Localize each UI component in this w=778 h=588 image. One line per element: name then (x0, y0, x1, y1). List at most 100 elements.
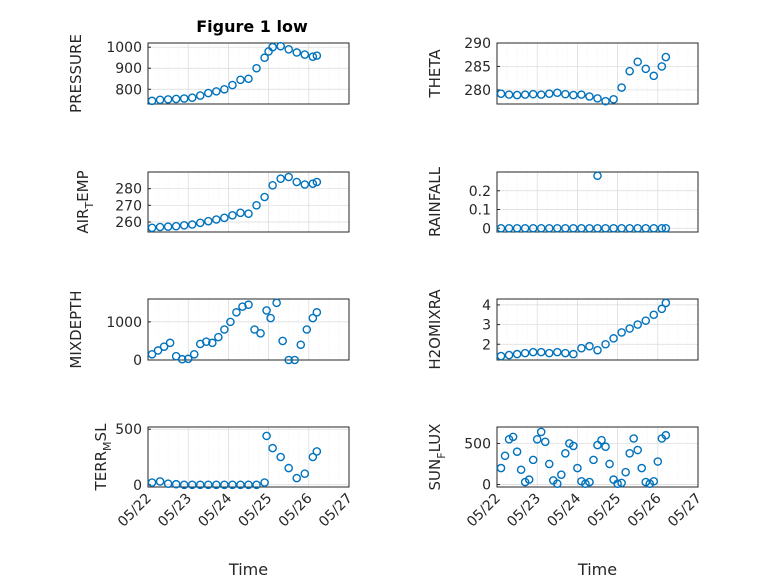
axes-border (147, 171, 350, 233)
data-point (601, 339, 610, 349)
data-point (268, 181, 277, 190)
axes-border (147, 298, 350, 361)
data-point (220, 84, 229, 94)
data-point (520, 223, 530, 233)
y-tick-label: 800 (115, 82, 142, 98)
data-point (625, 66, 634, 76)
data-point (569, 223, 578, 233)
data-point (212, 87, 221, 96)
subplot-theta: 280 285 290 THETA (426, 36, 699, 106)
data-point (609, 223, 618, 233)
data-point (212, 215, 221, 224)
data-point (569, 441, 578, 451)
x-tick-label: 05/26 (625, 490, 665, 530)
data-point (536, 427, 546, 437)
data-point (284, 463, 294, 473)
data-point (147, 96, 157, 106)
data-point (171, 94, 181, 104)
data-point (153, 346, 163, 355)
data-point (163, 479, 173, 488)
data-point (585, 477, 594, 487)
data-point (544, 223, 554, 233)
subplot-mixdepth: 0 1000 MIXDEPTH (67, 290, 350, 369)
data-point (292, 48, 302, 57)
data-point (641, 64, 651, 74)
data-point (187, 93, 197, 102)
data-point (585, 341, 594, 351)
data-point (633, 445, 643, 455)
data-point (649, 476, 659, 486)
data-point (601, 96, 610, 106)
data-point (187, 220, 197, 229)
data-point (183, 354, 193, 364)
x-tick-label: 05/23 (155, 491, 195, 531)
y-axis-label: AIRTEMP (74, 170, 96, 233)
y-tick-label: 4 (482, 298, 491, 314)
y-tick-label: 2 (482, 337, 491, 353)
data-point (625, 223, 634, 233)
data-point (290, 355, 300, 365)
data-point (641, 316, 651, 325)
subplot-rainfall: 0 0.1 0.2 RAINFALL (426, 166, 699, 237)
data-point (617, 83, 626, 92)
y-axis-label: SUNFLUX (426, 424, 448, 491)
x-tick-label: 05/27 (665, 491, 705, 531)
data-point (504, 350, 514, 360)
y-tick-label: 0 (482, 478, 491, 494)
data-point (244, 480, 253, 490)
data-point (147, 478, 157, 487)
y-axis-label: PRESSURE (67, 34, 85, 113)
data-point (252, 63, 261, 73)
data-point (292, 177, 302, 187)
data-point (633, 223, 643, 233)
data-point (276, 452, 285, 462)
y-tick-label: 3 (482, 318, 491, 334)
data-point (220, 480, 229, 490)
subplot-sun_flux: 0 500 SUNFLUX 05/22 05/23 05/24 05/25 05/26 05/2… (426, 424, 705, 579)
data-point (621, 467, 630, 477)
data-point (179, 480, 189, 490)
data-point (504, 223, 514, 233)
data-point (512, 223, 522, 233)
data-point (512, 349, 522, 359)
data-point (171, 479, 181, 489)
data-point (220, 325, 229, 334)
data-point (496, 89, 506, 98)
x-tick-label: 05/26 (276, 490, 316, 530)
x-tick-label: 05/24 (544, 490, 584, 530)
data-point (268, 42, 277, 52)
data-point (661, 223, 671, 233)
y-axis-label: TERRMSL (92, 423, 114, 492)
data-point (171, 221, 181, 231)
data-point (661, 298, 671, 308)
data-point (625, 449, 634, 458)
data-point (159, 342, 169, 351)
x-tick-label: 05/22 (464, 491, 504, 531)
data-point (540, 437, 550, 447)
data-point (165, 338, 175, 348)
data-point (220, 213, 229, 223)
data-point (244, 300, 253, 310)
data-point (657, 223, 667, 233)
data-point (308, 179, 318, 188)
data-point (561, 89, 570, 99)
data-point (601, 223, 610, 233)
data-point (260, 192, 269, 202)
data-point (581, 479, 590, 489)
data-point (573, 463, 582, 473)
x-axis-label: Time (228, 560, 268, 579)
data-point (613, 479, 622, 489)
y-tick-label: 290 (464, 36, 491, 52)
data-point (536, 347, 546, 357)
data-point (512, 90, 522, 100)
data-point (203, 88, 213, 98)
data-point (585, 92, 594, 101)
data-point (250, 325, 259, 334)
data-point (593, 94, 602, 103)
data-point (228, 480, 237, 490)
data-point (308, 452, 318, 462)
data-point (260, 53, 269, 63)
axes-border (147, 426, 350, 488)
